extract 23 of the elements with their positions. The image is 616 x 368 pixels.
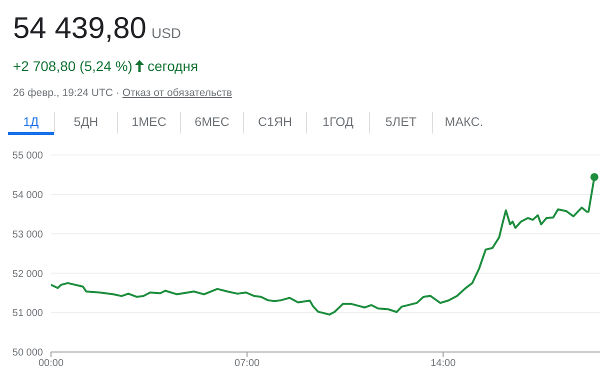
text: МАКС. xyxy=(432,112,495,135)
text: 6МЕС xyxy=(180,112,243,135)
x-tick-label: 00:00 xyxy=(38,358,64,368)
x-tick-label: 07:00 xyxy=(234,358,260,368)
text: USD xyxy=(151,25,182,41)
y-tick-label: 55 000 xyxy=(12,150,44,162)
text: сегодня xyxy=(147,58,198,74)
y-tick-label: 53 000 xyxy=(12,229,44,240)
y-tick-label: 52 000 xyxy=(12,268,44,280)
x-tick-label: 14:00 xyxy=(430,358,456,368)
text: С1ЯН xyxy=(243,112,306,135)
y-tick-label: 50 000 xyxy=(12,348,44,359)
y-tick-label: 54 000 xyxy=(12,190,44,201)
text: 1МЕС xyxy=(117,112,180,135)
chart-subtitle: +2 708,80 (5,24 %) xyxy=(13,58,132,74)
text: 1Д xyxy=(8,112,54,135)
text: 5ДН xyxy=(54,112,117,135)
text: Отказ от обязательств xyxy=(122,87,232,99)
text: 1ГОД xyxy=(306,112,369,135)
text: 26 февр., 19:24 UTC · xyxy=(13,87,120,99)
text: 5ЛЕТ xyxy=(369,112,432,135)
y-tick-label: 51 000 xyxy=(12,308,44,320)
chart-title: 54 439,80 xyxy=(13,12,146,45)
